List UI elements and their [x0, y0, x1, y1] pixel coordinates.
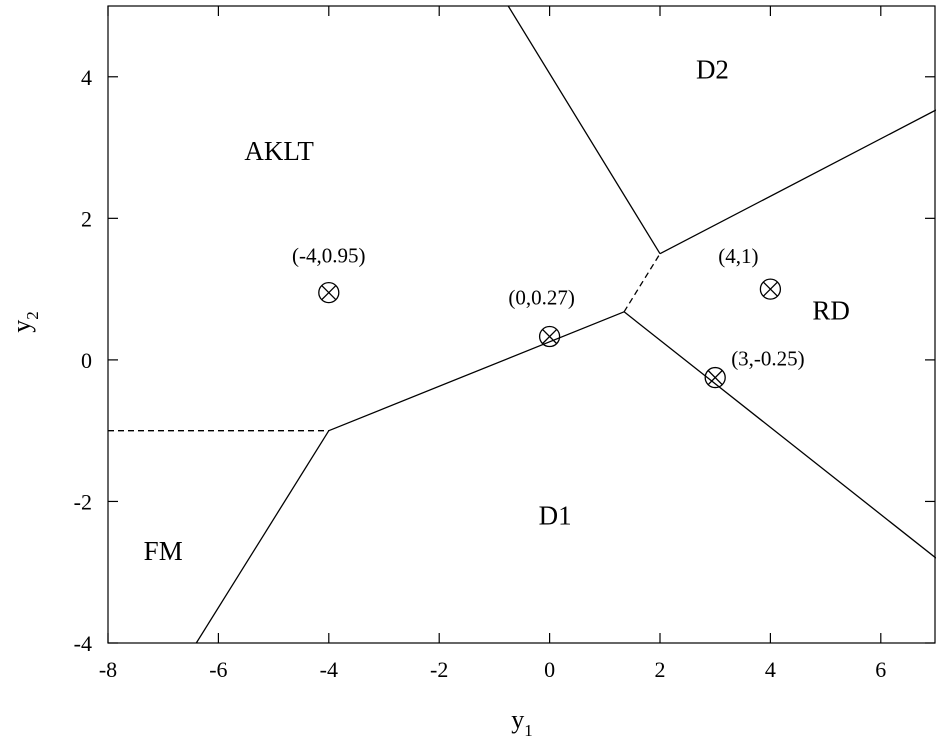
- y-tick-label: 0: [81, 348, 92, 373]
- region-label-rd: RD: [812, 295, 850, 325]
- x-axis-title: y1: [511, 705, 533, 740]
- phase-boundary: [659, 109, 936, 255]
- x-tick-label: -2: [430, 657, 448, 682]
- phase-boundary: [328, 311, 625, 432]
- x-tick-label: -4: [320, 657, 338, 682]
- marker-circle: [759, 278, 782, 300]
- phase-boundaries: [108, 5, 936, 644]
- point-marker: [538, 325, 561, 348]
- plot-frame: [107, 5, 936, 644]
- y-tick-label: 4: [81, 65, 92, 90]
- region-labels: AKLT D2 RD D1 FM: [144, 55, 850, 566]
- x-tick-label: 4: [765, 657, 776, 682]
- marker-circle: [318, 281, 340, 304]
- point-marker: [318, 281, 340, 304]
- marker-cross: [321, 285, 337, 301]
- y-tick-label: 2: [81, 206, 92, 231]
- x-tick-label: 0: [544, 657, 555, 682]
- x-tick-label: 6: [875, 657, 886, 682]
- y-tick-label: -2: [74, 489, 92, 514]
- y-axis-title-main: y: [7, 320, 36, 333]
- phase-boundary: [195, 430, 330, 644]
- axis-ticks: -8 -6 -4 -2 0 2 4 6 -4 -2 0 2 4: [74, 6, 935, 682]
- point-label: (0,0.27): [508, 286, 575, 310]
- marker-cross: [762, 281, 778, 297]
- data-points: [318, 278, 782, 389]
- point-marker: [704, 366, 726, 389]
- point-label: (4,1): [718, 244, 758, 268]
- marker-cross: [707, 370, 723, 386]
- region-label-d2: D2: [696, 55, 729, 85]
- x-tick-label: -8: [99, 657, 117, 682]
- y-axis-title: y2: [7, 311, 42, 333]
- region-label-d1: D1: [539, 501, 572, 531]
- x-tick-label: -6: [209, 657, 227, 682]
- marker-cross: [542, 329, 558, 345]
- y-axis-title-subscript: 2: [23, 311, 42, 320]
- point-label: (3,-0.25): [731, 347, 804, 371]
- phase-boundary: [507, 5, 661, 255]
- dashed-phase-boundary: [623, 253, 661, 313]
- marker-circle: [704, 366, 726, 389]
- x-axis-title-subscript: 1: [524, 721, 533, 740]
- axes: [107, 5, 936, 644]
- x-axis-title-main: y: [511, 705, 524, 734]
- y-tick-label: -4: [74, 631, 92, 656]
- region-label-fm: FM: [144, 536, 183, 566]
- point-marker: [759, 278, 782, 300]
- marker-circle: [538, 325, 561, 348]
- phase-boundary: [623, 311, 936, 559]
- point-labels: (-4,0.95) (0,0.27) (4,1) (3,-0.25): [292, 244, 805, 371]
- x-tick-label: 2: [655, 657, 666, 682]
- point-label: (-4,0.95): [292, 244, 365, 268]
- region-label-aklt: AKLT: [244, 136, 314, 166]
